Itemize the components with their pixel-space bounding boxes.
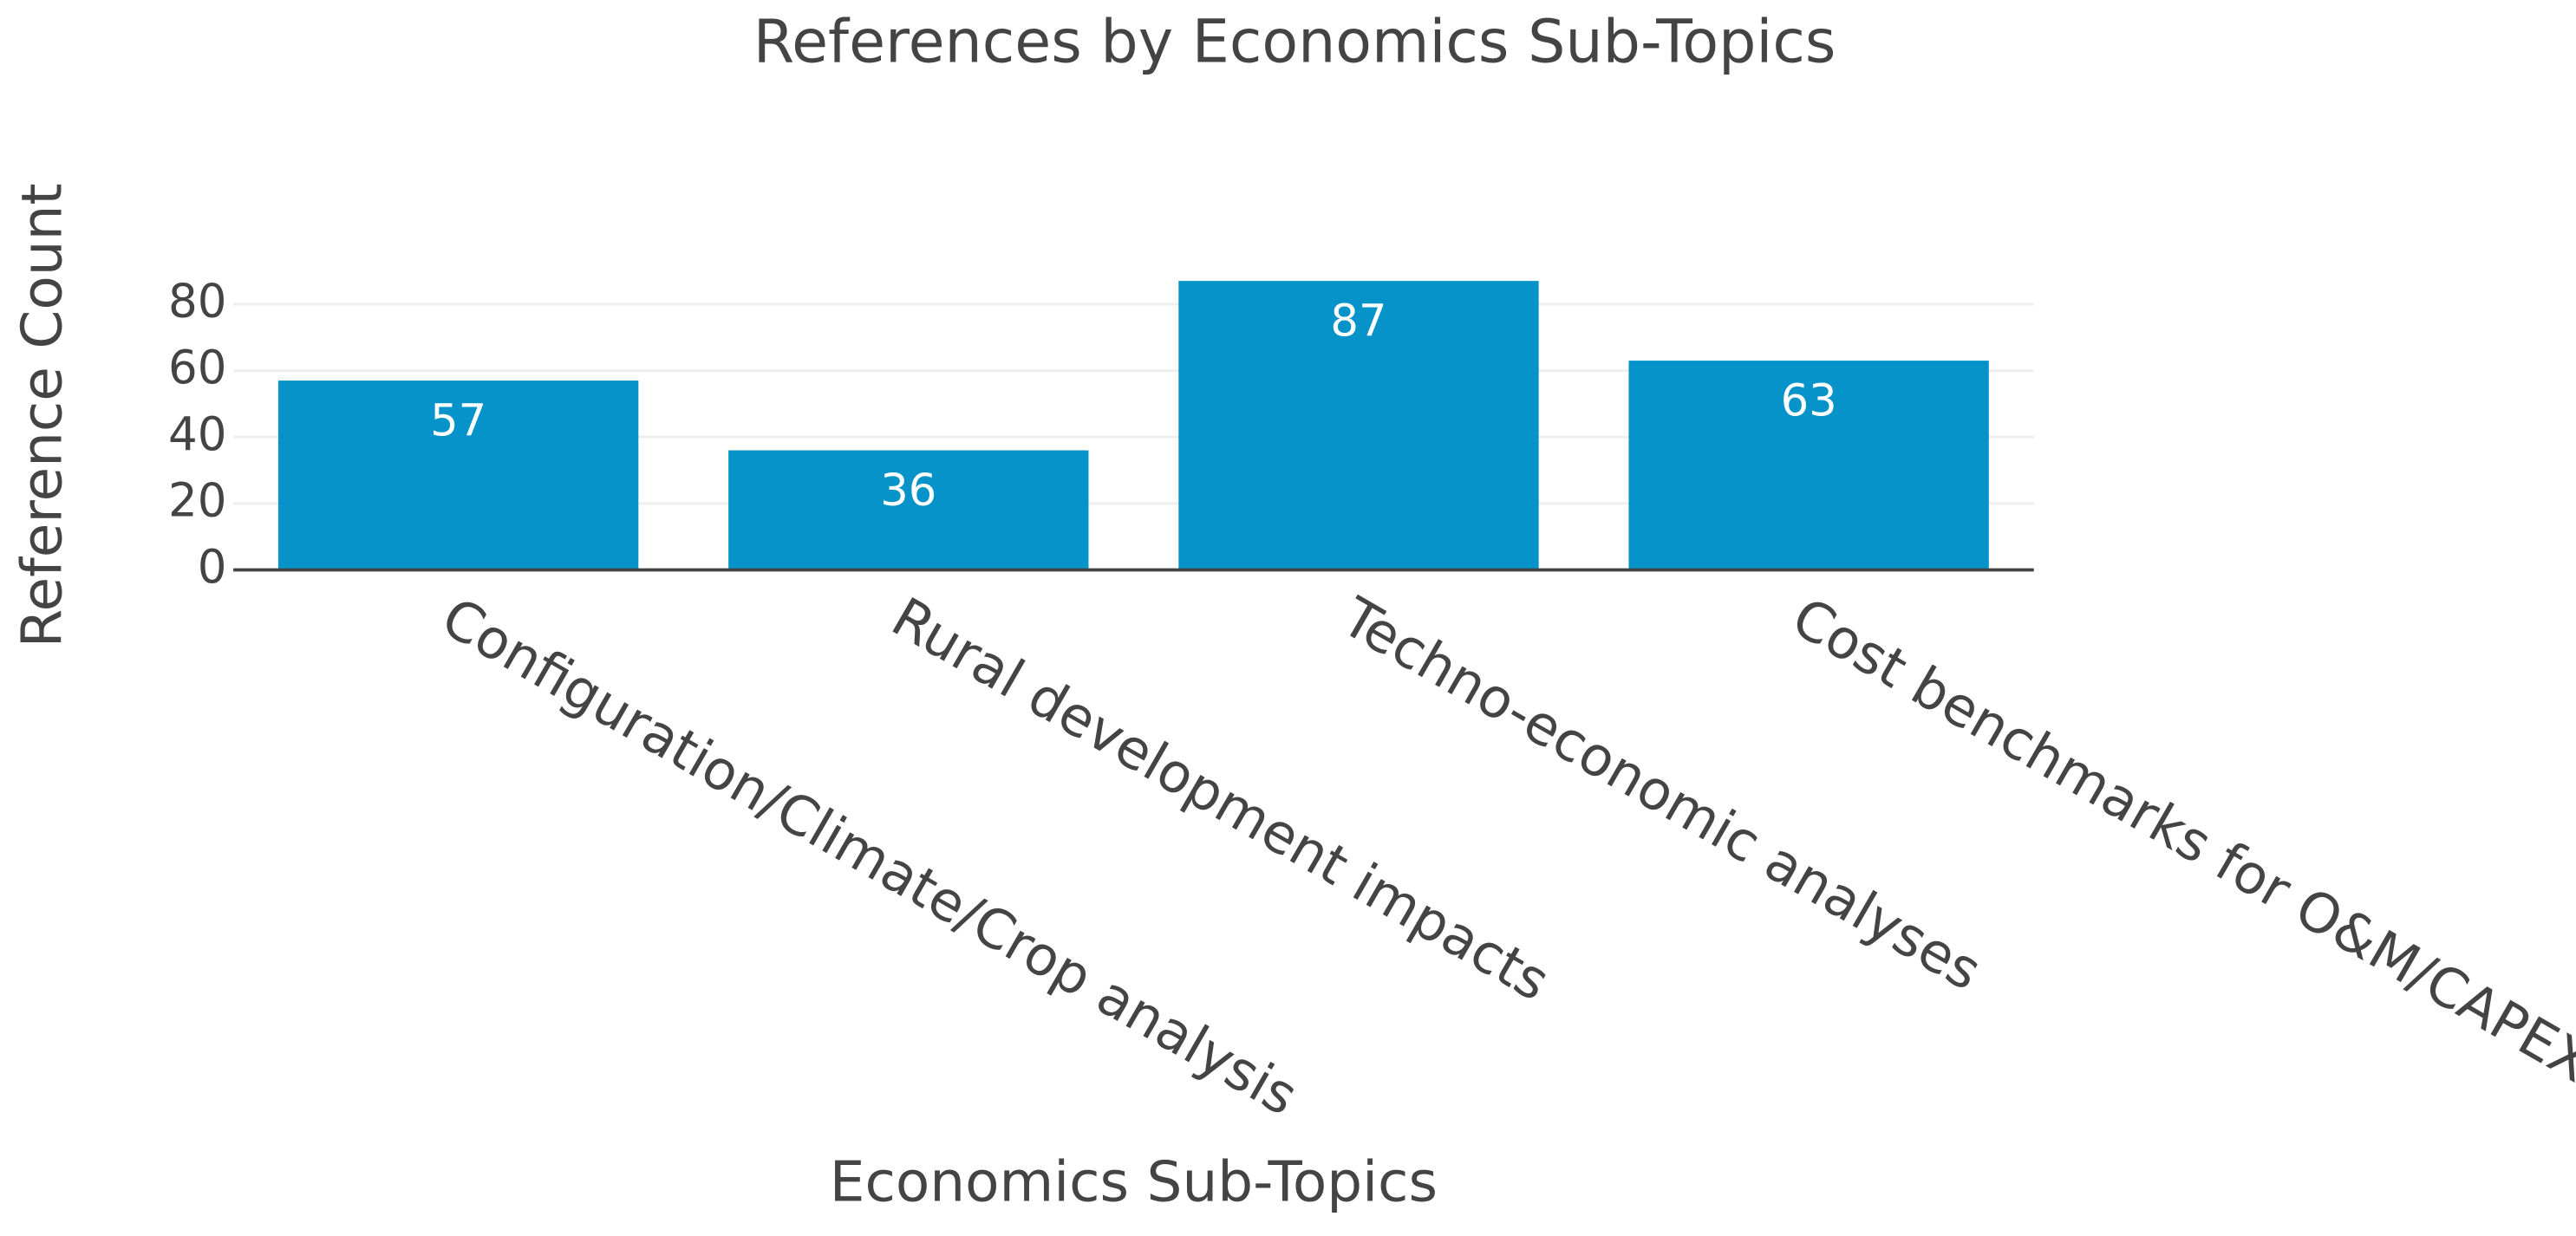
value-label: 57 xyxy=(430,395,486,446)
bar xyxy=(277,381,639,570)
y-axis-title: Reference Count xyxy=(10,183,75,647)
value-label: 87 xyxy=(1330,296,1386,347)
bar xyxy=(728,450,1089,570)
y-tick-label: 0 xyxy=(198,540,227,594)
value-label: 36 xyxy=(880,465,936,517)
y-tick-label: 20 xyxy=(168,473,227,527)
x-tick-label: Cost benchmarks for O&M/CAPEX xyxy=(1782,585,2576,1095)
bar xyxy=(1628,361,1989,570)
chart-title: References by Economics Sub-Topics xyxy=(753,9,1836,77)
value-label: 63 xyxy=(1781,375,1837,426)
bar xyxy=(1178,281,1539,570)
y-tick-label: 80 xyxy=(168,275,227,329)
y-tick-label: 40 xyxy=(168,407,227,461)
y-tick-label: 60 xyxy=(168,341,227,394)
x-tick-label: Configuration/Climate/Crop analysis xyxy=(431,585,1308,1128)
x-axis-title: Economics Sub-Topics xyxy=(830,1150,1438,1215)
